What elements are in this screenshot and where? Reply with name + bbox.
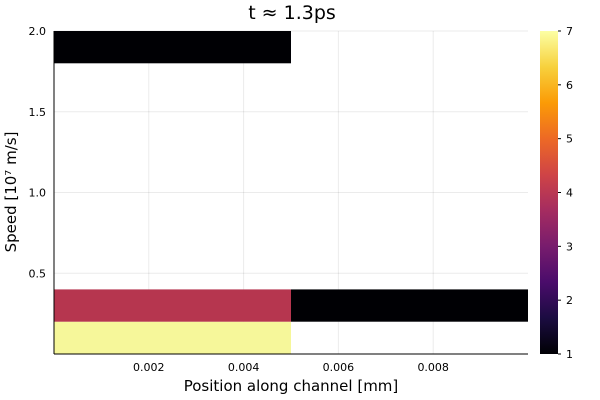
x-tick-label: 0.004 xyxy=(228,361,260,374)
x-tick-label: 0.006 xyxy=(323,361,355,374)
heatmap-cells xyxy=(54,31,528,354)
colorbar-tick-label: 3 xyxy=(566,240,573,253)
chart-title: t ≈ 1.3ps xyxy=(248,2,336,24)
colorbar-tick-label: 7 xyxy=(566,25,573,38)
y-tick-label: 2.0 xyxy=(29,25,47,38)
heatmap-cell-0 xyxy=(54,321,291,354)
colorbar: 1 2 3 4 5 6 7 xyxy=(540,25,573,361)
colorbar-tick-label: 5 xyxy=(566,133,573,146)
plot-axes xyxy=(53,31,528,355)
grid-lines xyxy=(54,30,528,354)
y-tick-label: 1.5 xyxy=(29,106,47,119)
colorbar-tick-label: 4 xyxy=(566,187,573,200)
x-tick-labels: 0.002 0.004 0.006 0.008 xyxy=(133,361,449,374)
x-tick-label: 0.002 xyxy=(133,361,165,374)
y-tick-labels: 0.5 1.0 1.5 2.0 xyxy=(29,25,47,280)
colorbar-tick-label: 1 xyxy=(566,348,573,361)
colorbar-gradient xyxy=(540,31,558,354)
y-tick-label: 0.5 xyxy=(29,267,47,280)
heatmap-cell-3 xyxy=(54,31,291,64)
colorbar-tick-label: 2 xyxy=(566,294,573,307)
y-axis-label: Speed [10⁷ m/s] xyxy=(2,132,20,253)
colorbar-tick-label: 6 xyxy=(566,79,573,92)
heatmap-cell-1 xyxy=(54,289,291,322)
y-tick-label: 1.0 xyxy=(29,187,47,200)
heatmap-cell-2 xyxy=(291,289,528,322)
x-tick-label: 0.008 xyxy=(417,361,449,374)
x-axis-label: Position along channel [mm] xyxy=(184,377,399,395)
